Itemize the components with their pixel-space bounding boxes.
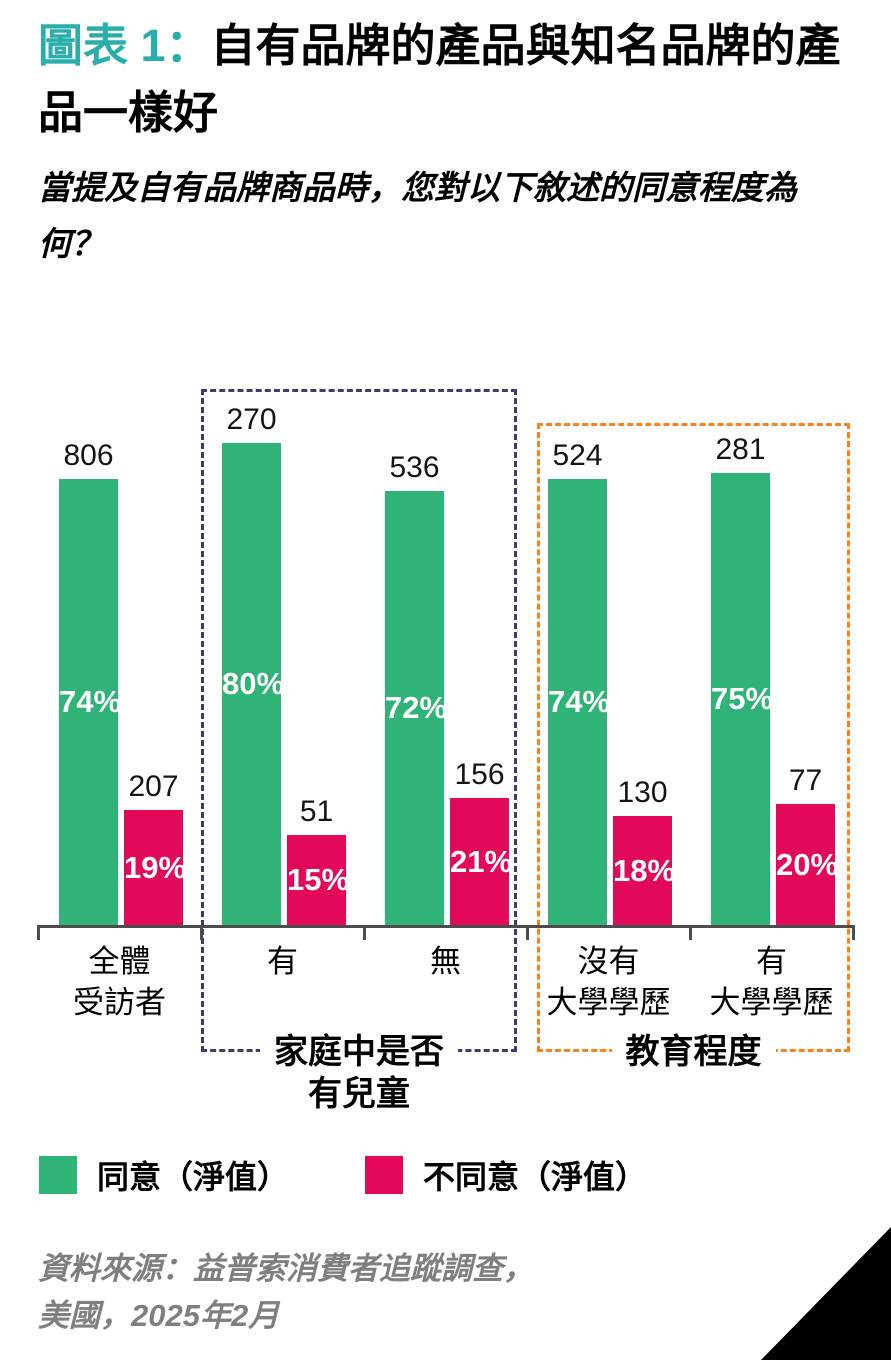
bar-agree-1: 74% — [59, 479, 122, 925]
bar-agree-5: 75% — [711, 473, 774, 925]
bar-count-label: 156 — [454, 758, 505, 791]
x-axis-tick — [200, 925, 203, 940]
x-axis-label-4: 沒有 大學學歷 — [546, 944, 671, 1020]
x-axis-label-2: 有 — [267, 944, 298, 979]
bar-count-label: 281 — [715, 433, 766, 466]
source-note: 資料來源：益普索消費者追蹤調查， 美國，2025年2月 — [38, 1245, 598, 1339]
legend-item-agree: 同意（淨值） — [39, 1152, 289, 1198]
bar-count-label: 270 — [226, 403, 277, 436]
bar-percent-label: 74% — [59, 684, 122, 719]
bar-percent-label: 75% — [711, 681, 774, 716]
bar-count-label: 207 — [128, 770, 179, 803]
source-line-1: 資料來源：益普索消費者追蹤調查， — [38, 1251, 534, 1286]
bar-count-label: 806 — [63, 439, 114, 472]
bar-disagree-4: 18% — [613, 816, 676, 925]
legend: 同意（淨值） 不同意（淨值） — [39, 1152, 647, 1198]
bracket-label-2: 教育程度 — [611, 1031, 776, 1073]
x-axis-tick — [37, 925, 40, 940]
x-axis — [38, 925, 853, 928]
corner-triangle-decoration — [761, 1227, 891, 1360]
x-axis-tick — [852, 925, 855, 940]
bar-disagree-5: 20% — [776, 804, 839, 925]
page-title: 圖表 1：自有品牌的產品與知名品牌的產品一樣好 — [38, 12, 870, 146]
bar-disagree-1: 19% — [124, 810, 187, 925]
legend-swatch-disagree — [365, 1156, 404, 1194]
x-axis-label-5: 有 大學學歷 — [709, 944, 834, 1020]
bar-agree-4: 74% — [548, 479, 611, 925]
legend-item-disagree: 不同意（淨值） — [365, 1152, 647, 1198]
bar-percent-label: 80% — [222, 666, 285, 701]
bar-percent-label: 72% — [385, 690, 448, 725]
legend-label-agree: 同意（淨值） — [97, 1159, 290, 1195]
bar-percent-label: 19% — [124, 849, 187, 885]
x-axis-tick — [363, 925, 366, 940]
legend-label-disagree: 不同意（淨值） — [423, 1159, 648, 1195]
bar-percent-label: 21% — [450, 843, 513, 879]
bar-count-label: 130 — [617, 776, 668, 809]
bar-disagree-2: 15% — [287, 835, 350, 925]
x-axis-tick — [689, 925, 692, 940]
x-axis-label-1: 全體 受訪者 — [73, 944, 166, 1020]
bar-count-label: 524 — [552, 439, 603, 472]
source-line-2: 美國，2025年2月 — [38, 1298, 280, 1333]
x-axis-tick — [526, 925, 529, 940]
bar-count-label: 77 — [788, 764, 823, 797]
bar-disagree-3: 21% — [450, 798, 513, 925]
x-axis-label-3: 無 — [430, 944, 461, 979]
bar-count-label: 536 — [389, 451, 440, 484]
bar-percent-label: 20% — [776, 846, 839, 882]
chart-subtitle: 當提及自有品牌商品時，您對以下敘述的同意程度為何？ — [38, 169, 797, 262]
bar-percent-label: 15% — [287, 862, 350, 897]
bar-percent-label: 18% — [613, 852, 676, 888]
bar-chart: 家庭中是否 有兒童 教育程度 74% 806 19% 207 全體 受訪者 80% 270 15%… — [0, 380, 891, 1120]
legend-swatch-agree — [39, 1156, 77, 1194]
chart-title-text: 自有品牌的產品與知名品牌的產品一樣好 — [38, 20, 841, 138]
chart-number-label: 圖表 1： — [38, 20, 211, 71]
bar-agree-2: 80% — [222, 443, 285, 925]
bracket-label-1: 家庭中是否 有兒童 — [260, 1031, 458, 1115]
bar-percent-label: 74% — [548, 684, 611, 719]
bar-agree-3: 72% — [385, 491, 448, 925]
bar-count-label: 51 — [299, 795, 334, 828]
